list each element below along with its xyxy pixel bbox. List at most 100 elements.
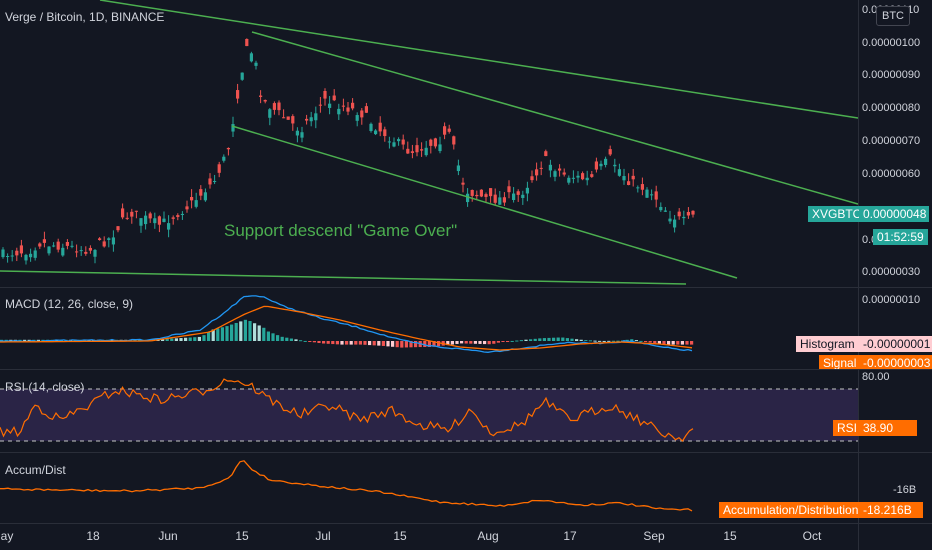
macd-histogram-bar: [676, 341, 680, 345]
candle: [420, 142, 424, 157]
macd-histogram-bar: [395, 341, 399, 348]
candle-body: [102, 241, 106, 247]
candle: [433, 137, 437, 149]
candle-body: [208, 178, 212, 185]
macd-histogram-bar: [584, 340, 588, 342]
candle: [682, 210, 686, 225]
candle: [397, 137, 401, 146]
macd-histogram-bar: [483, 341, 487, 345]
candle: [139, 217, 143, 233]
macd-histogram-bar: [317, 341, 321, 344]
channel-top-trendline[interactable]: [251, 31, 858, 205]
candle: [226, 147, 230, 156]
candle-body: [19, 245, 23, 254]
price-pane[interactable]: Verge / Bitcoin, 1D, BINANCE: [0, 0, 858, 286]
pane-separator[interactable]: [0, 369, 932, 370]
candle: [38, 242, 42, 249]
candle-body: [125, 217, 129, 219]
upper-resistance-trendline[interactable]: [99, 0, 858, 119]
candle-body: [479, 189, 483, 197]
price-countdown: 01:52:59: [873, 229, 928, 245]
macd-histogram-bar: [248, 321, 252, 341]
candle: [272, 101, 276, 115]
macd-pane[interactable]: MACD (12, 26, close, 9): [0, 288, 858, 369]
macd-histogram-bar: [23, 339, 27, 341]
price-tick: 0.00000060: [862, 168, 921, 180]
macd-histogram-bar: [625, 339, 629, 341]
macd-histogram-bar: [36, 339, 40, 341]
pane-separator[interactable]: [0, 287, 932, 288]
candle-body: [176, 215, 180, 217]
macd-histogram-bar: [368, 341, 372, 346]
candle: [282, 109, 286, 119]
candle: [194, 192, 198, 209]
macd-histogram-bar: [533, 338, 537, 341]
macd-histogram-bar: [230, 324, 234, 341]
candle-body: [571, 177, 575, 179]
macd-histogram-bar: [253, 323, 257, 341]
candle: [461, 177, 465, 193]
candle: [673, 215, 677, 233]
signal-tag-clip: Signal -0.00000003: [790, 355, 932, 369]
macd-histogram-bar: [680, 341, 684, 345]
candle-body: [608, 149, 612, 155]
candle: [24, 253, 28, 265]
candle: [585, 170, 589, 186]
candle: [576, 171, 580, 183]
candle: [263, 99, 267, 104]
candle-body: [38, 243, 42, 247]
currency-button[interactable]: BTC: [876, 6, 910, 26]
candle: [470, 189, 474, 202]
base-trendline[interactable]: [0, 270, 687, 285]
candle-body: [10, 255, 14, 257]
macd-histogram-bar: [579, 339, 583, 341]
pane-separator[interactable]: [0, 452, 932, 453]
candle-body: [337, 108, 341, 115]
candle-body: [470, 189, 474, 196]
candle-body: [300, 132, 304, 138]
macd-histogram-bar: [234, 322, 238, 341]
candle: [401, 134, 405, 150]
candle: [240, 72, 244, 81]
candle: [337, 103, 341, 120]
candle-body: [148, 213, 152, 219]
candle: [309, 111, 313, 127]
candle-body: [360, 110, 364, 118]
candle-body: [199, 189, 203, 196]
candle: [443, 122, 447, 140]
time-tick: Sep: [643, 529, 665, 543]
last-price-value: 0.00000048: [859, 206, 929, 222]
macd-histogram-bar: [552, 337, 556, 341]
candle: [383, 126, 387, 142]
annotation-text[interactable]: Support descend "Game Over": [224, 221, 458, 240]
candle-body: [121, 208, 125, 218]
candle: [42, 231, 46, 248]
candle: [15, 247, 19, 262]
macd-histogram-bar: [690, 341, 694, 345]
time-axis-border: [0, 523, 932, 524]
time-tick: Jun: [158, 529, 178, 543]
histogram-value: -0.00000001: [859, 336, 932, 352]
macd-histogram-bar: [634, 340, 638, 342]
candle-body: [351, 102, 355, 109]
candle-body: [272, 103, 276, 110]
macd-histogram-bar: [519, 340, 523, 342]
support-descend-trendline[interactable]: [231, 125, 738, 279]
rsi-value: 38.90: [859, 420, 917, 436]
candle-body: [217, 164, 221, 173]
candle-body: [553, 171, 557, 177]
candle-body: [456, 165, 460, 172]
macd-histogram-bar: [616, 340, 620, 342]
candle: [599, 160, 603, 170]
candle: [364, 102, 368, 113]
accum-dist-pane[interactable]: Accum/Dist: [0, 453, 858, 523]
macd-histogram-bar: [202, 335, 206, 341]
macd-histogram-bar: [538, 338, 542, 341]
candle: [84, 246, 88, 256]
macd-histogram-bar: [644, 341, 648, 342]
candle: [475, 190, 479, 200]
candle-body: [576, 175, 580, 178]
accum-dist-tick: -16B: [893, 484, 917, 496]
rsi-pane[interactable]: RSI (14, close): [0, 370, 858, 451]
macd-histogram-bar: [542, 338, 546, 341]
